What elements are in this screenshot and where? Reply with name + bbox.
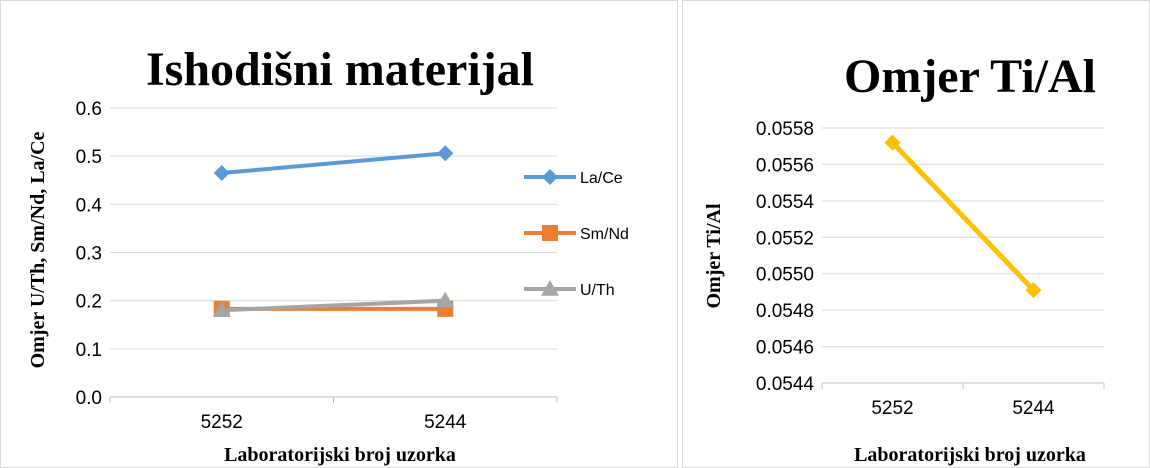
left-y-tick-label: 0.0 bbox=[76, 388, 102, 409]
left-legend-la-ce-marker-swatch bbox=[542, 169, 558, 185]
left-legend-u-th-marker-swatch bbox=[541, 280, 559, 296]
chart-left-x-axis-title: Laboratorijski broj uzorka bbox=[224, 444, 456, 466]
right-y-tick-label: 0.0544 bbox=[756, 374, 815, 395]
left-series-u-th-marker-0 bbox=[212, 301, 231, 318]
right-series-0-marker-0 bbox=[884, 134, 901, 151]
chart-left-title: Ishodišni materijal bbox=[146, 43, 534, 96]
chart-left: 0.0 0.1 0.2 0.3 0.4 0.5 0.6 5252 5244 La/Ce Sm/N… bbox=[0, 0, 678, 468]
left-series-u-th-marker-1 bbox=[436, 291, 455, 308]
left-y-tick-label: 0.6 bbox=[76, 99, 102, 120]
chart-right-title: Omjer Ti/Al bbox=[844, 50, 1096, 103]
right-y-tick-label: 0.0550 bbox=[756, 265, 814, 286]
left-series-la-ce-marker-0 bbox=[213, 165, 230, 182]
left-series-la-ce-line bbox=[221, 151, 446, 176]
left-series-u-th-line bbox=[221, 298, 446, 313]
chart-left-canvas: 0.0 0.1 0.2 0.3 0.4 0.5 0.6 5252 5244 La/Ce Sm/N… bbox=[0, 0, 678, 468]
left-x-tick-label: 5252 bbox=[201, 412, 243, 433]
left-y-tick-label: 0.2 bbox=[76, 292, 102, 313]
left-legend-u-th-label: U/Th bbox=[580, 282, 615, 299]
left-y-tick-label: 0.4 bbox=[76, 195, 103, 216]
right-y-tick-label: 0.0558 bbox=[756, 119, 814, 140]
right-x-tick-label: 5252 bbox=[871, 398, 913, 419]
chart-right-y-axis-title: Omjer Ti/Al bbox=[703, 203, 725, 308]
left-y-tick-label: 0.1 bbox=[76, 340, 102, 361]
right-y-tick-label: 0.0546 bbox=[756, 338, 814, 359]
right-series-0-line bbox=[890, 140, 1036, 292]
left-x-tick-label: 5244 bbox=[424, 412, 467, 433]
right-x-tick-label: 5244 bbox=[1012, 398, 1055, 419]
right-y-tick-label: 0.0556 bbox=[756, 155, 814, 176]
left-legend-sm-nd-label: Sm/Nd bbox=[580, 226, 629, 243]
left-legend-sm-nd-marker-swatch bbox=[542, 225, 558, 241]
left-series-la-ce-marker-1 bbox=[437, 145, 454, 162]
right-y-tick-label: 0.0554 bbox=[756, 192, 815, 213]
right-series-0-marker-1 bbox=[1025, 282, 1042, 299]
chart-left-y-axis-title: Omjer U/Th, Sm/Nd, La/Ce bbox=[27, 131, 49, 368]
right-y-tick-label: 0.0548 bbox=[756, 301, 814, 322]
left-y-tick-label: 0.3 bbox=[76, 244, 102, 265]
left-y-tick-label: 0.5 bbox=[76, 147, 102, 168]
left-legend-la-ce-label: La/Ce bbox=[580, 170, 623, 187]
chart-right-x-axis-title: Laboratorijski broj uzorka bbox=[854, 444, 1086, 466]
right-y-tick-label: 0.0552 bbox=[756, 228, 814, 249]
chart-right: 0.0544 0.0546 0.0548 0.0550 0.0552 0.0554 0.05… bbox=[682, 0, 1150, 468]
chart-right-canvas: 0.0544 0.0546 0.0548 0.0550 0.0552 0.0554 0.05… bbox=[682, 0, 1150, 468]
